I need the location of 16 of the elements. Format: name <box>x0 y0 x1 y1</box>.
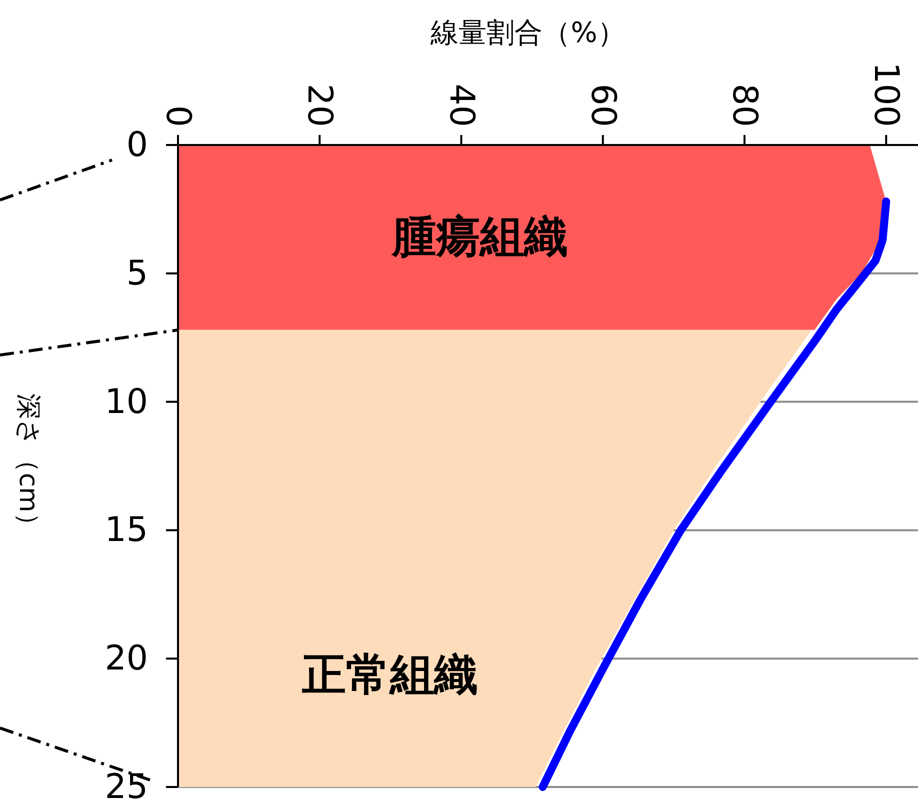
y-tick-label: 10 <box>104 382 148 422</box>
x-tick-label: 20 <box>300 84 340 127</box>
y-tick-label: 5 <box>126 253 148 294</box>
y-tick-label: 0 <box>126 125 148 165</box>
x-tick-label: 0 <box>158 105 198 127</box>
x-tick-label: 40 <box>441 84 482 127</box>
y-axis-title: 深さ（cm） <box>13 394 43 538</box>
y-tick-label: 25 <box>104 767 148 804</box>
y-tick-label: 20 <box>104 638 148 679</box>
x-tick-label: 60 <box>582 84 623 127</box>
y-tick-label: 15 <box>104 510 148 550</box>
x-tick-label: 80 <box>724 84 765 127</box>
annotation: 腫瘍組織 <box>390 212 568 262</box>
x-tick-label: 100 <box>866 62 906 127</box>
x-axis-title: 線量割合（%） <box>430 16 626 49</box>
annotation: 正常組織 <box>302 650 478 700</box>
